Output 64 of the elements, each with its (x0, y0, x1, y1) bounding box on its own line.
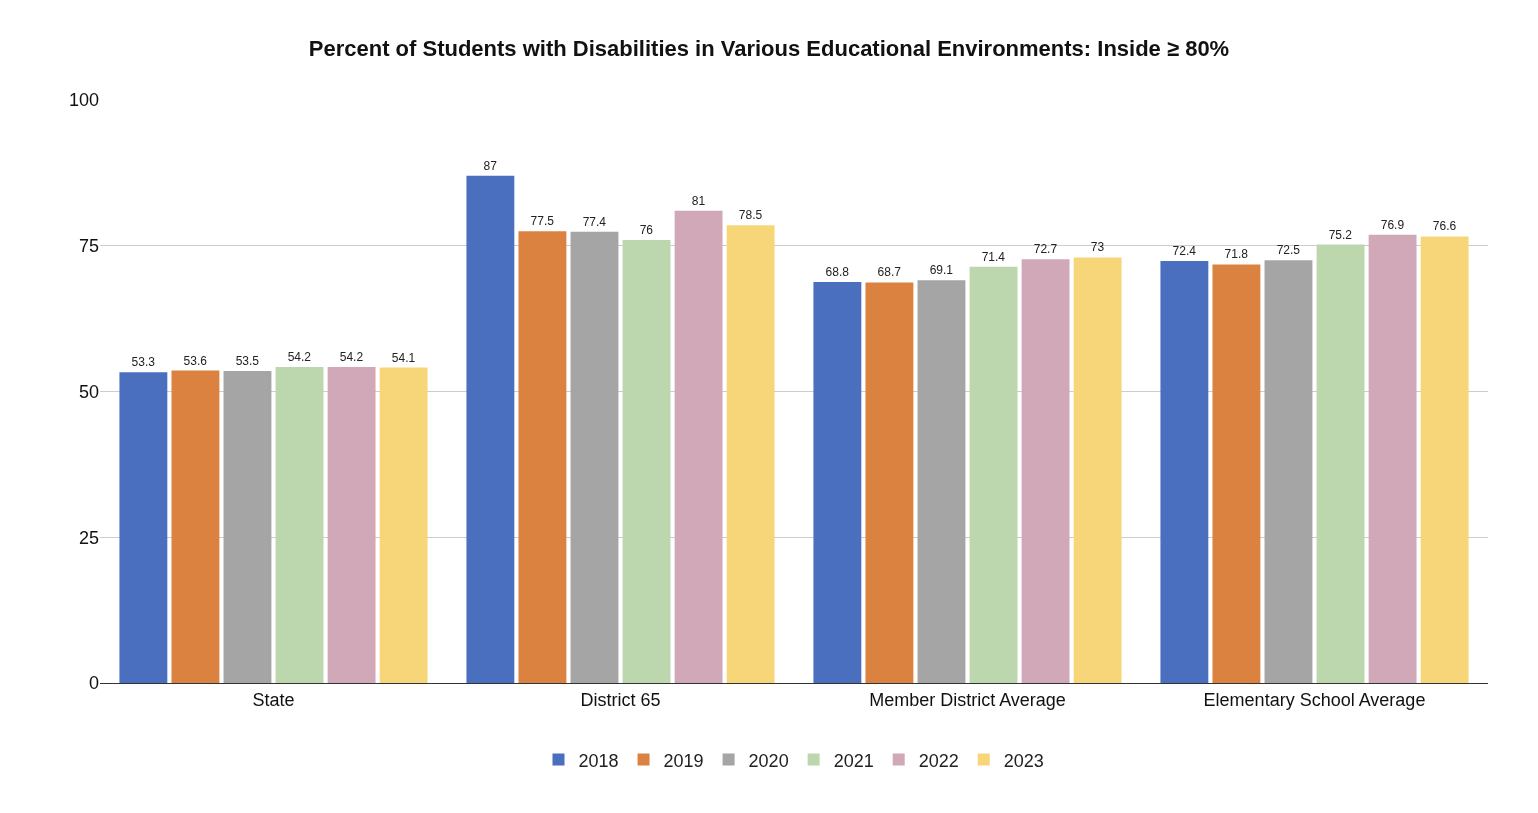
legend-label: 2020 (748, 750, 789, 771)
bar (119, 372, 168, 683)
bar (1368, 234, 1417, 683)
x-tick-label: District 65 (580, 689, 661, 710)
bar (726, 225, 775, 683)
data-label: 53.5 (235, 354, 260, 369)
bar (622, 239, 671, 683)
bar (223, 371, 272, 683)
bar (1420, 236, 1469, 683)
bar (1021, 259, 1070, 683)
y-tick-label: 0 (88, 673, 99, 694)
x-tick-label: Member District Average (869, 689, 1066, 710)
data-label: 77.4 (582, 214, 607, 229)
legend-label: 2023 (1003, 750, 1044, 771)
data-label: 68.8 (825, 264, 850, 279)
data-label: 71.8 (1224, 247, 1249, 262)
legend-label: 2021 (833, 750, 874, 771)
x-tick-label: State (252, 689, 295, 710)
legend-label: 2019 (663, 750, 704, 771)
bar (570, 231, 619, 683)
legend-label: 2018 (578, 750, 619, 771)
data-label: 68.7 (877, 265, 902, 280)
bar (275, 367, 324, 683)
bar (1264, 260, 1313, 683)
bar (674, 210, 723, 683)
data-label: 76 (639, 222, 654, 237)
bar (1160, 260, 1209, 683)
bar (969, 266, 1018, 683)
bar (1073, 257, 1122, 683)
y-tick-label: 25 (78, 527, 99, 548)
bar (466, 175, 515, 683)
data-label: 54.2 (287, 350, 312, 365)
data-label: 76.6 (1432, 219, 1457, 234)
data-label: 53.3 (131, 355, 156, 370)
bar (865, 282, 914, 683)
bar (379, 367, 428, 683)
y-tick-label: 100 (68, 90, 99, 111)
y-tick-label: 50 (78, 381, 99, 402)
data-label: 77.5 (530, 214, 555, 229)
y-tick-label: 75 (78, 236, 99, 257)
data-label: 69.1 (929, 263, 954, 278)
data-label: 78.5 (738, 208, 763, 223)
bar (327, 367, 376, 683)
legend-label: 2022 (918, 750, 959, 771)
bar (171, 370, 220, 683)
data-label: 75.2 (1328, 227, 1353, 242)
data-label: 53.6 (183, 353, 208, 368)
bar (917, 280, 966, 683)
bar (813, 281, 862, 683)
data-label: 54.1 (391, 350, 416, 365)
data-label: 76.9 (1380, 217, 1405, 232)
data-label: 72.7 (1033, 242, 1058, 257)
data-label: 81 (691, 193, 706, 208)
x-tick-label: Elementary School Average (1203, 689, 1426, 710)
data-label: 73 (1090, 240, 1105, 255)
data-label: 72.4 (1172, 243, 1197, 258)
data-label: 54.2 (339, 350, 364, 365)
chart-title: Percent of Students with Disabilities in Various Educational Environments: Inside ≥ 80% (308, 36, 1230, 62)
bar (1212, 264, 1261, 683)
data-label: 87 (483, 158, 498, 173)
bar (1316, 244, 1365, 683)
data-label: 72.5 (1276, 243, 1301, 258)
bar (518, 231, 567, 683)
data-label: 71.4 (981, 249, 1006, 264)
